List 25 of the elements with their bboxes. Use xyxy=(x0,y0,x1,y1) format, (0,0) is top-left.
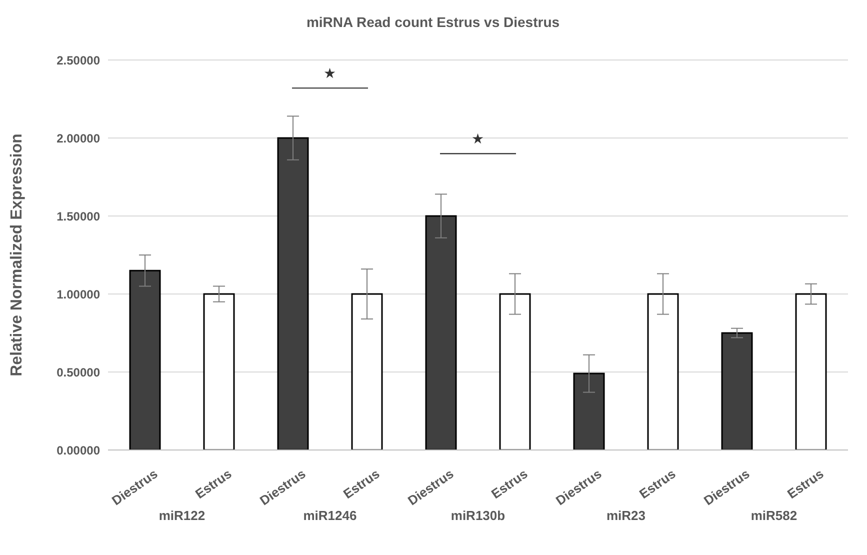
annotation: ★ xyxy=(324,65,336,82)
y-tick-label: 1.00000 xyxy=(56,287,100,302)
bar xyxy=(721,332,753,450)
x-tick-label: miR1246 xyxy=(303,508,357,523)
bar xyxy=(499,293,531,450)
y-tick-label: 0.00000 xyxy=(56,443,100,458)
x-tick-label: miR130b xyxy=(450,508,506,523)
bar xyxy=(795,293,827,450)
bar xyxy=(129,270,161,450)
bar xyxy=(573,372,605,450)
bar xyxy=(277,137,309,450)
x-tick-label: miR23 xyxy=(606,508,646,523)
chart-title: miRNA Read count Estrus vs Diestrus xyxy=(305,13,561,30)
bar xyxy=(203,293,235,450)
y-tick-label: 0.50000 xyxy=(56,365,100,380)
y-axis-title: Relative Normalized Expression xyxy=(8,134,26,376)
x-tick-label: miR122 xyxy=(158,508,206,523)
y-tick-label: 2.50000 xyxy=(56,53,100,68)
bar xyxy=(647,293,679,450)
bar xyxy=(351,293,383,450)
x-tick-label: miR582 xyxy=(750,508,798,523)
annotation: ★ xyxy=(472,130,484,147)
y-tick-label: 1.50000 xyxy=(56,209,100,224)
bar xyxy=(425,215,457,450)
y-tick-label: 2.00000 xyxy=(56,131,100,146)
